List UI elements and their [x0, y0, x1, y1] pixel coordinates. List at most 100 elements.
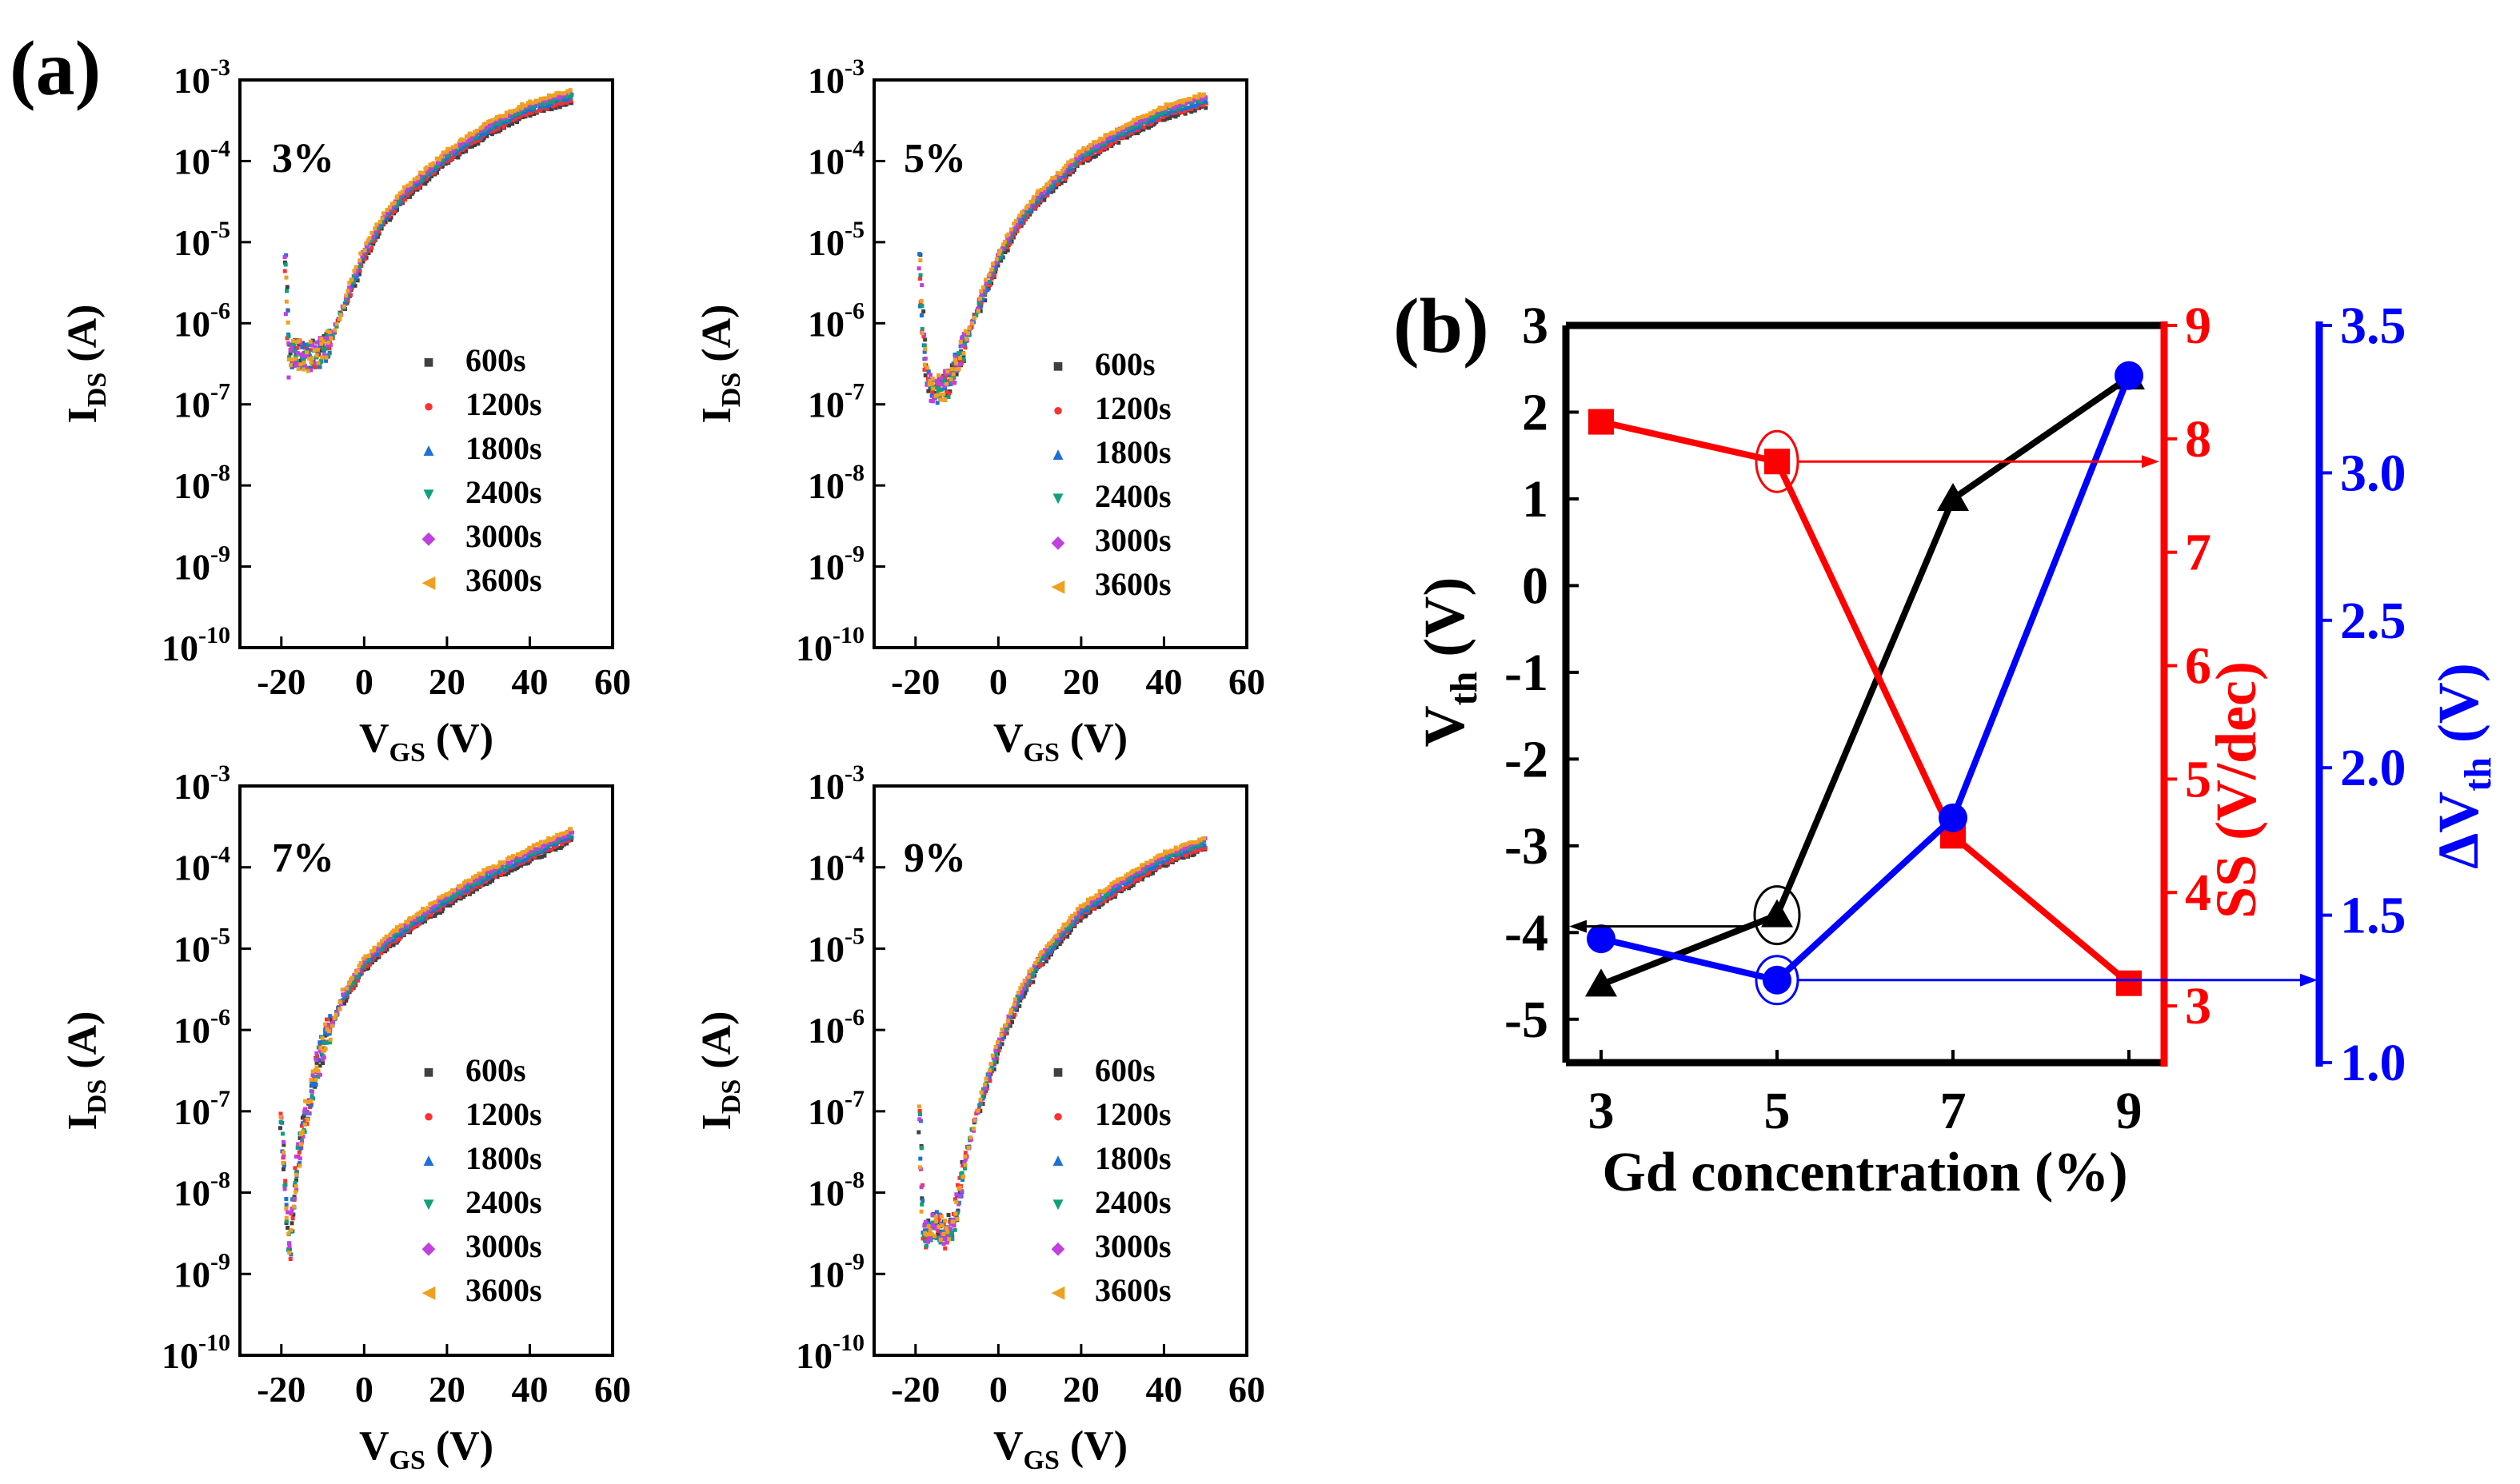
data-point: [298, 1163, 302, 1168]
data-point: [1162, 118, 1167, 122]
data-point: [342, 1001, 347, 1006]
data-point: [1168, 116, 1172, 121]
data-point: [925, 365, 929, 370]
data-point: [941, 379, 945, 384]
data-point: [989, 267, 994, 272]
legend-label: 3000s: [1095, 1228, 1172, 1264]
data-point: [966, 1145, 971, 1150]
x-axis-label: VGS (V): [359, 716, 493, 768]
data-point: [983, 298, 988, 303]
data-point: [542, 102, 547, 107]
data-point: [323, 1022, 328, 1027]
data-point: [513, 861, 518, 866]
data-point: [529, 849, 533, 854]
data-point: [941, 377, 946, 381]
y-tick-label: 10-5: [808, 217, 865, 263]
data-point: [944, 372, 948, 377]
data-point: [325, 343, 329, 348]
data-point: [552, 835, 557, 840]
left-tick-label: -1: [1504, 644, 1548, 702]
data-point: [1026, 975, 1031, 979]
data-point: [1112, 130, 1116, 135]
data-point: [378, 947, 383, 952]
data-point: [1140, 114, 1144, 119]
data-point: [1145, 113, 1150, 118]
data-point: [349, 975, 354, 980]
data-point: [1047, 189, 1052, 193]
data-point: [1179, 110, 1184, 115]
data-point: [286, 1210, 290, 1215]
data-point: [1076, 154, 1081, 158]
data-point: [308, 348, 313, 353]
data-point: [1163, 110, 1168, 114]
data-point: [395, 194, 400, 199]
data-point: [286, 1225, 290, 1230]
data-point: [532, 103, 537, 108]
data-point: [1009, 1013, 1014, 1018]
data-point: [319, 337, 324, 341]
data-point: [922, 332, 927, 337]
data-point: [500, 114, 505, 119]
data-point: [1197, 92, 1202, 97]
data-point: [1126, 872, 1131, 876]
legend-label: 2400s: [1095, 478, 1172, 514]
data-point: [1080, 149, 1085, 154]
data-point: [464, 134, 469, 139]
data-point: [389, 201, 394, 206]
data-point: [936, 1229, 941, 1234]
data-point: [545, 106, 549, 111]
data-point: [1116, 127, 1120, 132]
left-tick-label: 3: [1522, 297, 1548, 355]
data-point: [380, 216, 385, 221]
data-point: [525, 856, 530, 860]
data-point: [393, 934, 398, 939]
data-point: [385, 208, 389, 213]
data-point: [527, 852, 532, 856]
data-point: [1022, 978, 1027, 983]
data-point: [344, 298, 349, 303]
legend-marker: ◀: [1052, 576, 1065, 596]
data-point: [527, 859, 532, 864]
data-point: [1037, 963, 1042, 968]
dvth-tick-label: 3.0: [2340, 444, 2406, 502]
data-point: [970, 321, 975, 326]
data-point: [919, 1185, 924, 1190]
data-point: [931, 1226, 936, 1231]
data-point: [504, 872, 509, 877]
data-point: [443, 896, 448, 900]
data-point: [1059, 181, 1064, 186]
data-point: [366, 958, 371, 963]
data-point: [461, 891, 466, 896]
data-point: [292, 345, 297, 350]
data-point: [1157, 118, 1162, 122]
data-point: [298, 1156, 302, 1161]
data-point: [992, 1059, 996, 1063]
data-point: [952, 375, 956, 380]
legend-label: 1800s: [465, 1140, 542, 1176]
data-point: [1105, 892, 1110, 896]
data-point: [531, 847, 536, 852]
data-point: [476, 142, 481, 146]
data-point: [1130, 130, 1135, 135]
data-point: [1035, 191, 1040, 196]
data-point: [310, 1073, 315, 1078]
data-point: [957, 356, 962, 361]
data-point: [412, 915, 417, 920]
data-point: [978, 1097, 983, 1102]
data-point: [1134, 867, 1139, 872]
data-point: [558, 98, 563, 102]
data-point: [306, 342, 311, 347]
data-point: [417, 174, 422, 178]
y-tick-label: 10-8: [174, 460, 230, 506]
x-tick-label: 40: [511, 1369, 548, 1410]
data-point: [302, 1118, 307, 1123]
data-point: [928, 1237, 933, 1242]
data-point: [297, 1150, 302, 1155]
data-point: [523, 103, 528, 108]
data-point: [421, 170, 425, 175]
data-point: [449, 900, 453, 904]
data-point: [1104, 899, 1109, 904]
data-point: [1066, 927, 1071, 931]
data-point: [945, 1226, 949, 1231]
data-point: [1939, 803, 1967, 832]
